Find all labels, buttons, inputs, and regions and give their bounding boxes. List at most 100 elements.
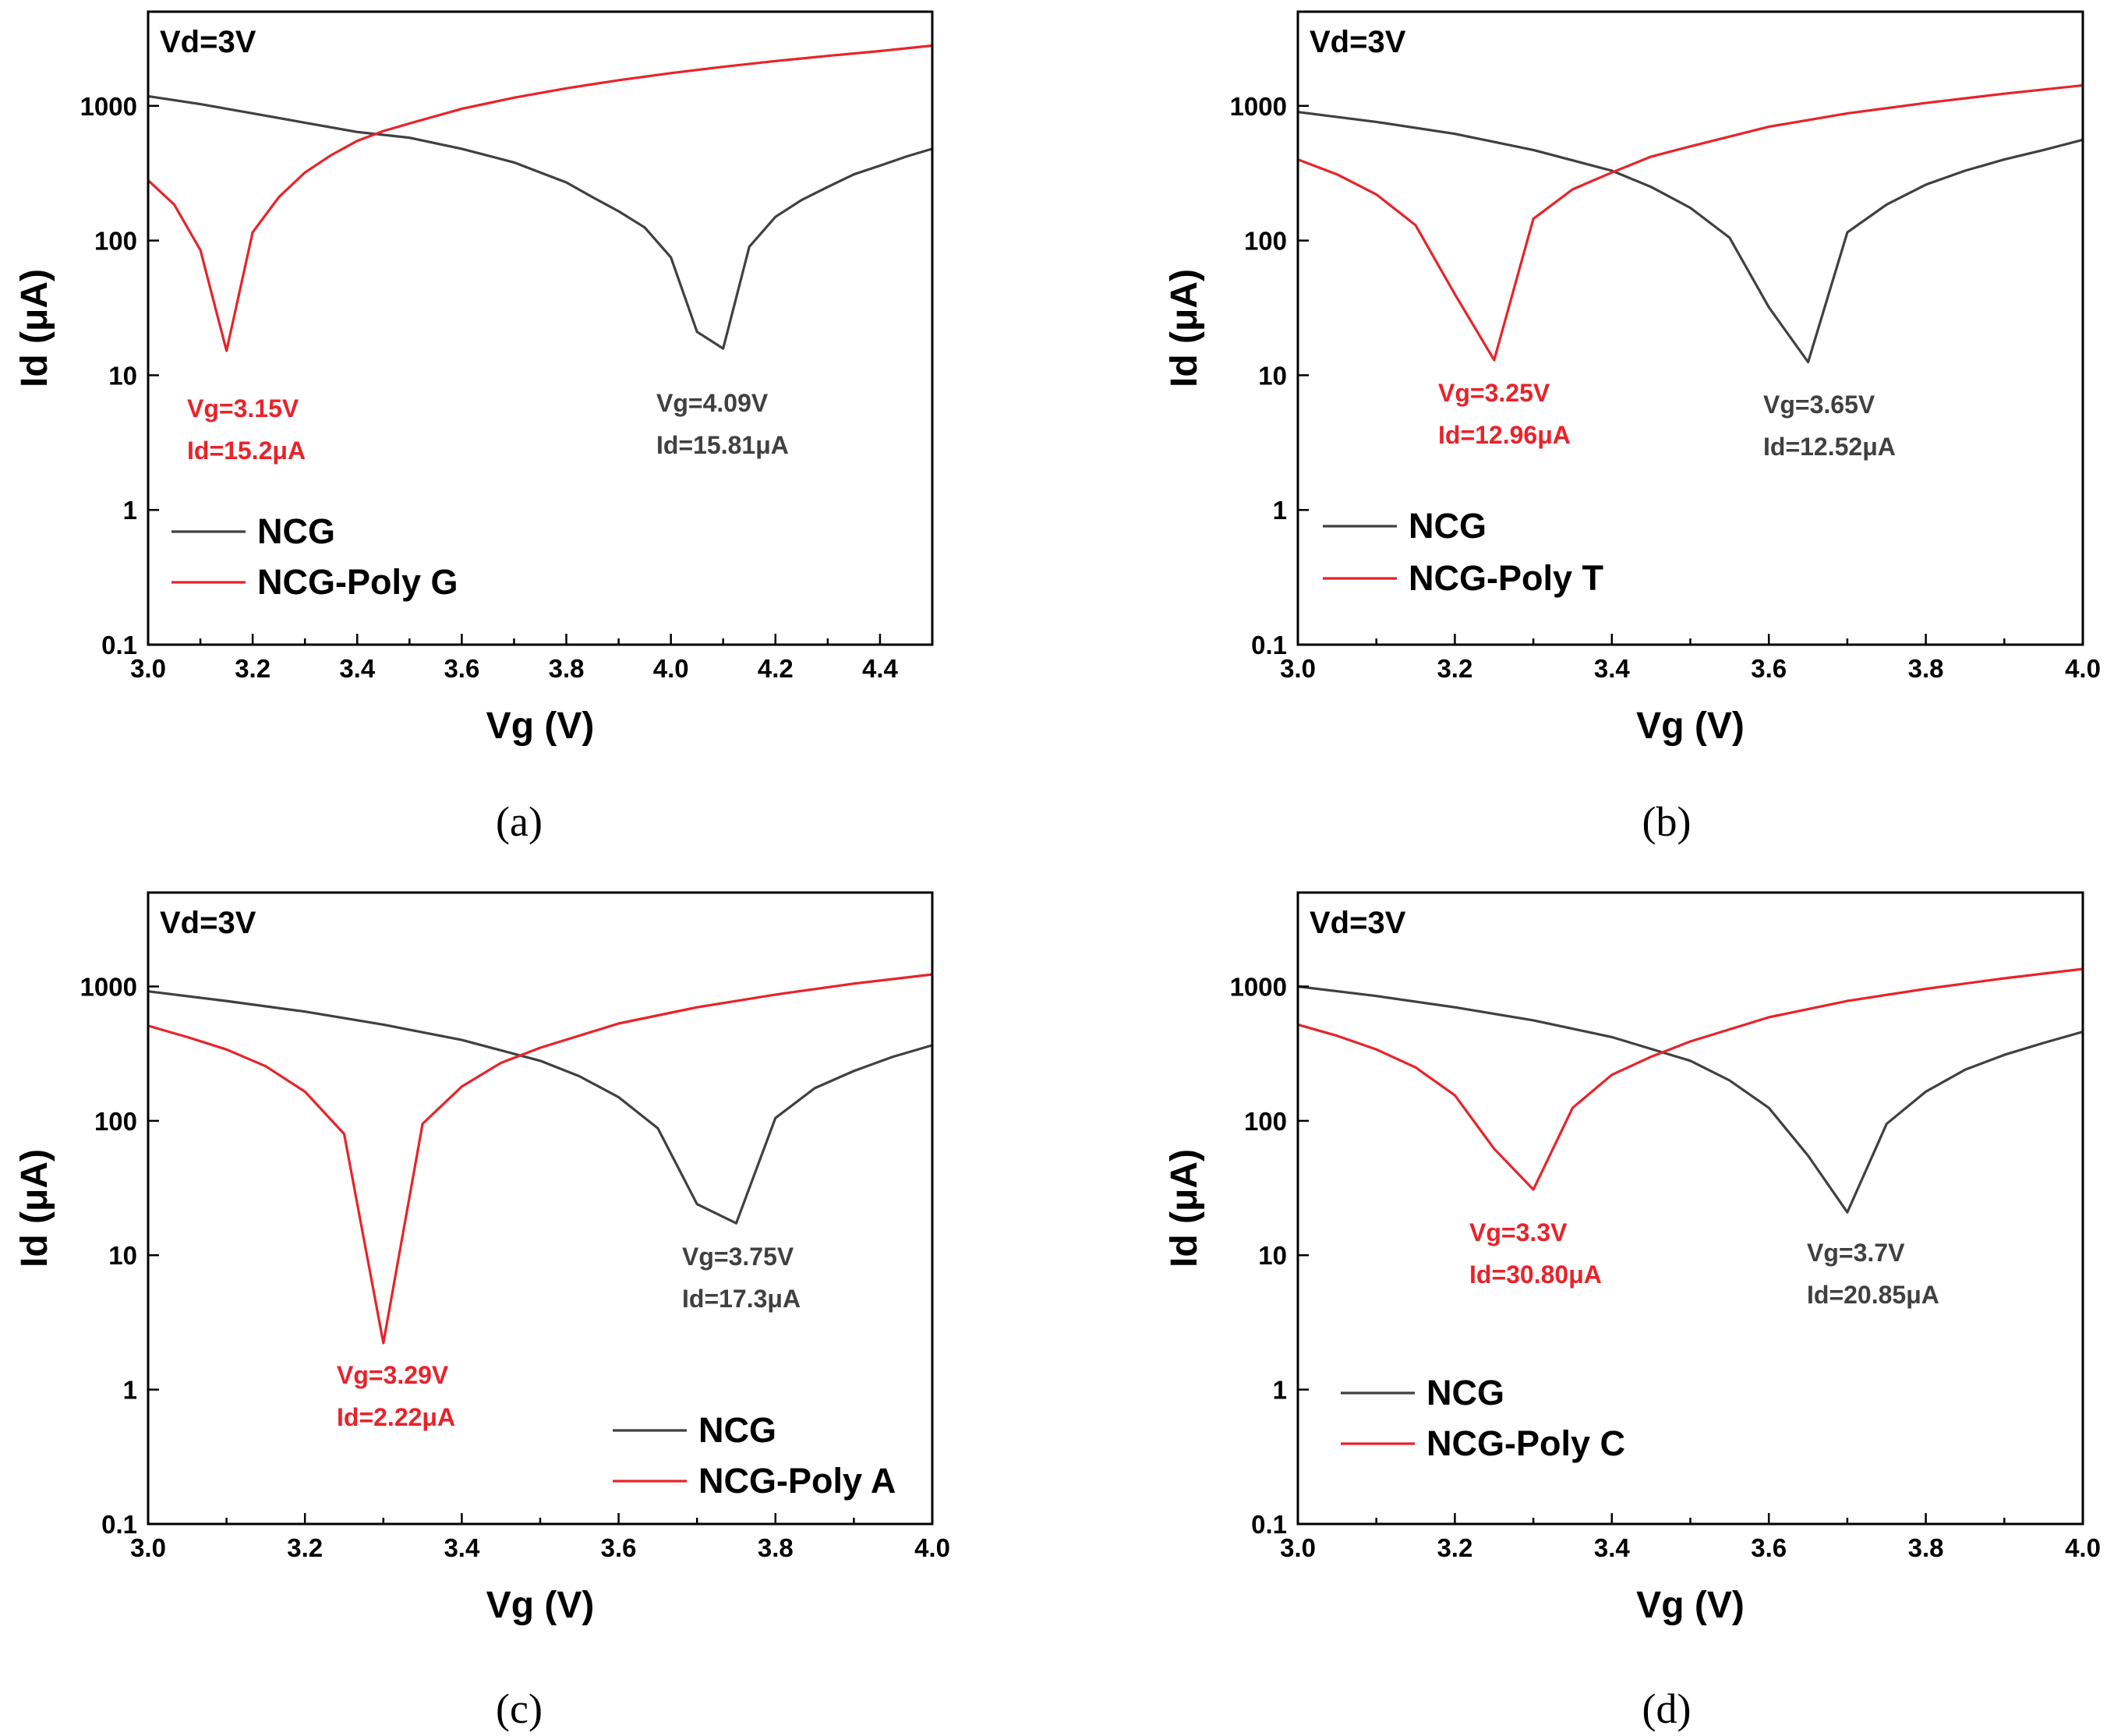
series-line-ncg xyxy=(1297,111,2084,364)
series-line-ncg-poly-c xyxy=(1297,967,2084,1191)
plot-frame xyxy=(1296,10,2084,646)
y-tick-label: 1 xyxy=(1273,496,1287,525)
annotation-ncg: Vg=3.75V xyxy=(682,1243,794,1271)
chart-panel-b: 3.0 3.2 3.4 3.6 3.8 4.0 0.1 1 10 100 1000 Vg (V) Id … xyxy=(1164,10,2101,845)
x-tick-label: 4.0 xyxy=(2065,654,2101,683)
y-tick-label: 10 xyxy=(1258,1241,1287,1270)
legend-label: NCG xyxy=(257,511,335,551)
annotation-ncg: Vg=4.09V xyxy=(656,389,769,417)
series-line-ncg xyxy=(147,94,933,350)
y-tick-label: 1000 xyxy=(80,972,137,1001)
annotation-ncg-poly-t: Id=12.96μA xyxy=(1438,421,1571,449)
panel-caption: (d) xyxy=(1642,1685,1692,1732)
x-tick-label: 4.0 xyxy=(914,1533,950,1562)
x-tick-label: 3.4 xyxy=(339,654,376,683)
x-tick-label: 3.8 xyxy=(758,1533,794,1562)
panel-caption: (a) xyxy=(496,798,543,845)
y-tick-label: 0.1 xyxy=(101,631,137,659)
series-line-ncg-poly-g xyxy=(147,44,933,352)
chart-panel-c: 3.0 3.2 3.4 3.6 3.8 4.0 0.1 1 10 100 1000 Vg (V) Id … xyxy=(14,891,950,1732)
x-tick-label: 3.6 xyxy=(1751,1533,1787,1562)
x-tick-label: 3.2 xyxy=(287,1533,323,1562)
x-tick-label: 3.2 xyxy=(1437,1533,1472,1562)
legend-label: NCG xyxy=(1426,1373,1504,1412)
x-tick-label: 3.2 xyxy=(1437,654,1472,683)
x-tick-label: 4.0 xyxy=(2065,1533,2101,1562)
legend-label: NCG-Poly C xyxy=(1426,1423,1625,1463)
condition-label: Vd=3V xyxy=(160,25,256,59)
x-tick-label: 3.6 xyxy=(1751,654,1787,683)
x-tick-label: 3.4 xyxy=(444,1533,480,1562)
y-tick-label: 1 xyxy=(123,496,137,525)
x-tick-label: 3.0 xyxy=(130,1533,166,1562)
x-axis-title: Vg (V) xyxy=(486,705,595,747)
condition-label: Vd=3V xyxy=(160,906,256,940)
y-axis-title: Id (μA) xyxy=(1164,1149,1205,1268)
y-tick-label: 1000 xyxy=(1230,92,1287,121)
series-line-ncg xyxy=(147,990,933,1225)
y-tick-label: 1 xyxy=(123,1376,137,1405)
annotation-ncg: Id=20.85μA xyxy=(1807,1281,1939,1309)
x-axis-title: Vg (V) xyxy=(1636,705,1745,747)
chart-panel-a: 3.0 3.2 3.4 3.6 3.8 4.0 4.2 4.4 0.1 1 10 100 1000 Vg … xyxy=(14,10,934,845)
y-tick-label: 0.1 xyxy=(1251,1510,1287,1539)
y-tick-label: 100 xyxy=(94,1107,137,1136)
panel-caption: (b) xyxy=(1642,798,1692,845)
legend-label: NCG xyxy=(698,1410,776,1450)
y-tick-label: 100 xyxy=(1244,227,1287,256)
condition-label: Vd=3V xyxy=(1310,25,1406,59)
y-tick-label: 0.1 xyxy=(101,1510,137,1539)
annotation-ncg: Vg=3.7V xyxy=(1807,1239,1905,1267)
x-tick-label: 3.0 xyxy=(1280,654,1316,683)
y-tick-label: 1000 xyxy=(80,92,137,121)
x-tick-label: 3.2 xyxy=(235,654,270,683)
annotation-ncg-poly-a: Id=2.22μA xyxy=(337,1403,455,1431)
y-tick-label: 10 xyxy=(108,361,137,390)
annotation-ncg-poly-a: Vg=3.29V xyxy=(337,1361,449,1389)
plot-frame xyxy=(147,10,934,646)
x-tick-label: 4.0 xyxy=(653,654,689,683)
x-tick-label: 3.0 xyxy=(1280,1533,1316,1562)
y-tick-label: 1000 xyxy=(1230,972,1287,1001)
x-tick-label: 3.0 xyxy=(130,654,166,683)
plot-frame xyxy=(1296,891,2084,1526)
legend-label: NCG-Poly A xyxy=(698,1461,896,1501)
annotation-ncg-poly-t: Vg=3.25V xyxy=(1438,379,1550,407)
y-tick-label: 100 xyxy=(1244,1107,1287,1136)
x-tick-label: 3.8 xyxy=(549,654,585,683)
plot-frame xyxy=(147,891,934,1526)
y-axis-title: Id (μA) xyxy=(1164,269,1205,387)
annotation-ncg: Vg=3.65V xyxy=(1763,391,1875,419)
x-axis-title: Vg (V) xyxy=(486,1585,595,1626)
x-tick-label: 3.8 xyxy=(1908,654,1944,683)
x-tick-label: 3.6 xyxy=(601,1533,637,1562)
annotation-ncg-poly-c: Id=30.80μA xyxy=(1469,1260,1602,1289)
y-axis-title: Id (μA) xyxy=(14,269,55,387)
annotation-ncg: Id=12.52μA xyxy=(1763,433,1896,461)
x-tick-label: 4.2 xyxy=(758,654,794,683)
y-tick-label: 10 xyxy=(1258,361,1287,390)
annotation-ncg-poly-c: Vg=3.3V xyxy=(1469,1218,1568,1246)
y-tick-label: 100 xyxy=(94,227,137,256)
annotation-ncg: Id=15.81μA xyxy=(656,431,789,459)
annotation-ncg-poly-g: Vg=3.15V xyxy=(187,394,299,423)
legend-label: NCG xyxy=(1409,506,1487,546)
annotation-ncg: Id=17.3μA xyxy=(682,1285,801,1313)
chart-panel-d: 3.0 3.2 3.4 3.6 3.8 4.0 0.1 1 10 100 1000 Vg (V) Id … xyxy=(1164,891,2101,1732)
y-tick-label: 10 xyxy=(108,1241,137,1270)
y-axis-title: Id (μA) xyxy=(14,1149,55,1268)
series-line-ncg-poly-a xyxy=(147,973,933,1345)
y-tick-label: 0.1 xyxy=(1251,631,1287,659)
legend-label: NCG-Poly G xyxy=(257,562,458,602)
condition-label: Vd=3V xyxy=(1310,906,1406,940)
x-tick-label: 3.4 xyxy=(1594,654,1631,683)
panel-caption: (c) xyxy=(496,1685,543,1732)
series-line-ncg-poly-t xyxy=(1297,83,2084,362)
x-tick-label: 3.8 xyxy=(1908,1533,1944,1562)
legend-label: NCG-Poly T xyxy=(1409,558,1603,598)
y-tick-label: 1 xyxy=(1273,1376,1287,1405)
x-tick-label: 3.4 xyxy=(1594,1533,1631,1562)
annotation-ncg-poly-g: Id=15.2μA xyxy=(187,437,306,465)
x-axis-title: Vg (V) xyxy=(1636,1585,1745,1626)
